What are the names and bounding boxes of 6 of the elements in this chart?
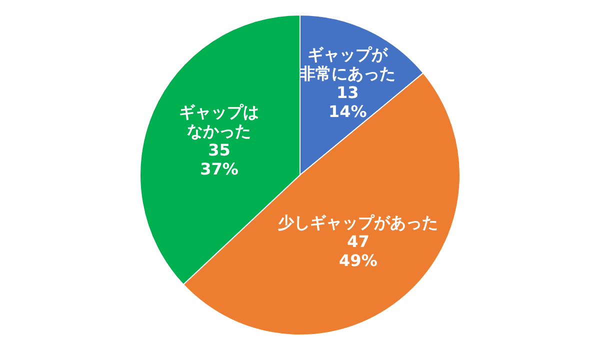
- data-label: 13 14%: [328, 82, 367, 121]
- slice-label: 少しギャップがあった: [278, 213, 438, 232]
- data-label: 35 37%: [200, 140, 238, 179]
- slice-label: ギャップが非常にあった: [298, 44, 396, 83]
- data-label: 47 49%: [339, 232, 378, 270]
- slice-label: ギャップはなかった: [179, 102, 260, 141]
